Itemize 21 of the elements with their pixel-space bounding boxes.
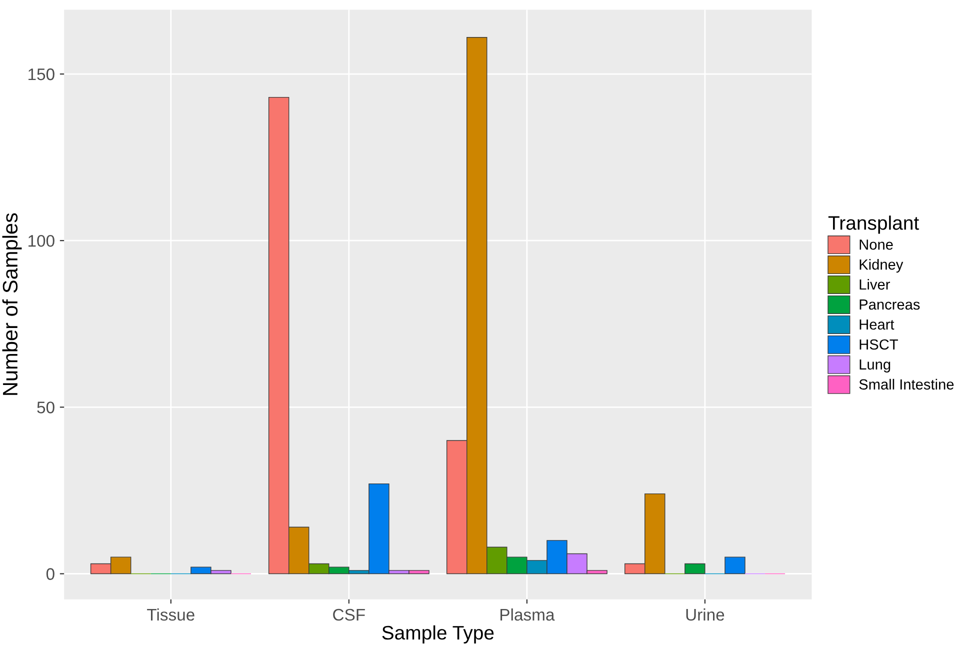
legend-label: Kidney [860, 259, 904, 273]
x-axis-title: Sample Type [382, 625, 494, 644]
legend-title: Transplant [828, 216, 919, 234]
legend-label: Pancreas [860, 300, 920, 310]
y-tick-label: 150 [28, 68, 54, 80]
y-tick-label: 0 [46, 568, 54, 580]
legend-label: Heart [860, 319, 894, 330]
y-axis-title: Number of Samples [2, 213, 22, 395]
bar [724, 556, 746, 574]
y-tick-label: 100 [28, 234, 54, 247]
x-tick-label: Urine [686, 608, 724, 621]
legend-label: Small Intestine [859, 378, 954, 390]
legend-label: None [860, 240, 893, 250]
legend-label: Lung [860, 359, 890, 373]
x-tick-label: Plasma [500, 608, 555, 621]
bar [684, 563, 706, 574]
legend-label: HSCT [860, 339, 898, 350]
legend-label: Liver [860, 278, 890, 290]
x-tick-label: CSF [333, 608, 365, 621]
y-tick-label: 50 [37, 402, 54, 414]
x-tick-label: Tissue [147, 608, 194, 621]
